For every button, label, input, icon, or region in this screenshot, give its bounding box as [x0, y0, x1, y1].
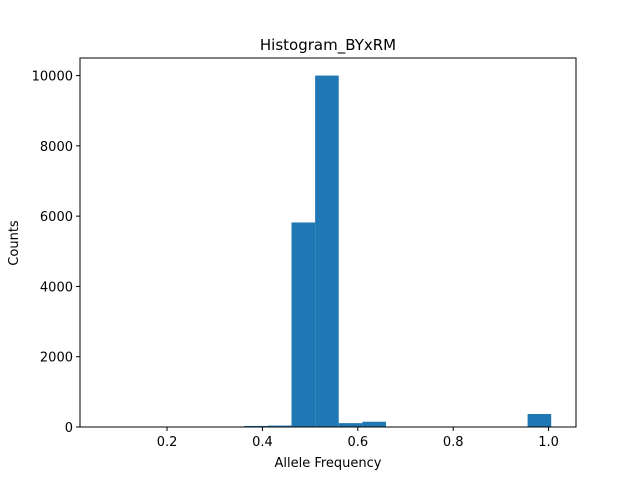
chart-title: Histogram_BYxRM: [260, 36, 396, 55]
x-axis-ticks: 0.2 0.4 0.6 0.8 1.0: [157, 427, 559, 450]
x-axis-label: Allele Frequency: [274, 456, 381, 471]
y-tick-label: 6000: [40, 210, 73, 225]
histogram-bar: [338, 423, 363, 427]
histogram-bar: [527, 413, 552, 427]
x-tick-label: 0.8: [443, 435, 464, 450]
histogram-bar: [244, 425, 268, 427]
histogram-bar: [315, 75, 339, 428]
x-tick-label: 0.6: [347, 435, 368, 450]
y-tick-label: 8000: [40, 140, 73, 155]
plot-frame: [79, 57, 577, 428]
y-axis-ticks: 0 2000 4000 6000 8000 10000: [32, 70, 80, 436]
y-axis-label: Counts: [7, 220, 22, 266]
y-tick-label: 10000: [32, 70, 73, 85]
y-tick-label: 0: [65, 421, 73, 436]
x-tick-label: 1.0: [538, 435, 559, 450]
histogram-bar: [291, 222, 316, 427]
histogram-bar: [267, 425, 292, 427]
y-tick-label: 4000: [40, 280, 73, 295]
histogram-bar: [362, 421, 386, 427]
y-tick-label: 2000: [40, 351, 73, 366]
x-tick-label: 0.2: [157, 435, 178, 450]
histogram-bars: [244, 75, 552, 428]
x-tick-label: 0.4: [252, 435, 273, 450]
